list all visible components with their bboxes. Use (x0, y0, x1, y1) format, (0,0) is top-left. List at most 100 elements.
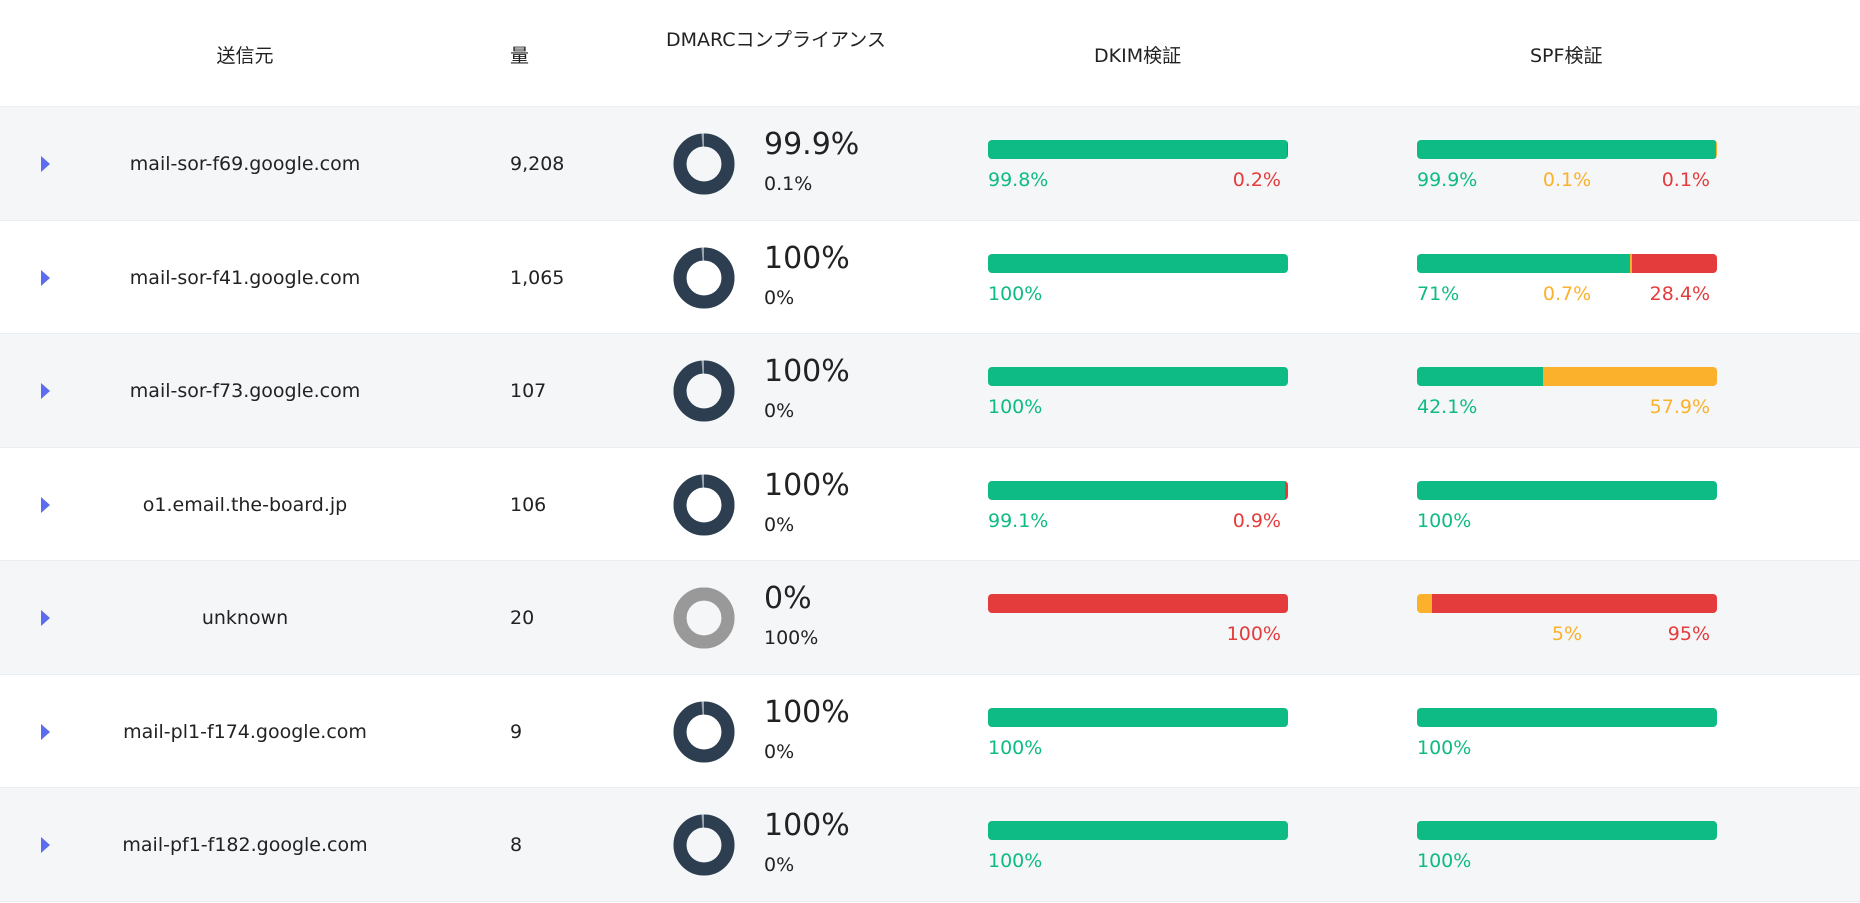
dmarc-noncompliance-percent: 0% (764, 513, 795, 536)
dkim-pass-label: 100% (988, 736, 1043, 759)
spf-pass-label: 100% (1417, 736, 1472, 759)
dkim-fail-segment (1285, 480, 1288, 500)
dmarc-noncompliance-percent: 0% (764, 400, 795, 422)
sender-name: mail-pf1-f182.google.com (122, 834, 368, 856)
spf-warn-segment (1417, 594, 1432, 613)
spf-bar (1417, 594, 1717, 613)
sender-name: mail-sor-f41.google.com (129, 266, 361, 289)
expand-chevron-icon[interactable] (41, 383, 50, 399)
spf-warn-segment (1630, 253, 1633, 273)
dkim-pass-label: 99.8% (988, 169, 1049, 191)
dmarc-compliance-percent: 100% (764, 694, 850, 730)
column-header-spf[interactable]: SPF検証 (1530, 45, 1603, 67)
sender-name: mail-sor-f73.google.com (129, 380, 361, 402)
dkim-bar (988, 367, 1288, 386)
sender-name: unknown (201, 607, 289, 629)
table-header: 送信元 量 DMARCコンプライアンス DKIM検証 SPF検証 (0, 0, 1860, 107)
dkim-fail-label: 0.9% (1232, 509, 1281, 532)
dkim-bar (988, 594, 1288, 613)
dmarc-compliance-percent: 100% (764, 467, 850, 503)
expand-chevron-icon[interactable] (41, 837, 50, 853)
dkim-bar (988, 140, 1288, 159)
spf-pass-label: 100% (1417, 509, 1472, 532)
donut-fill (673, 474, 735, 535)
message-volume: 106 (510, 493, 547, 516)
spf-pass-label: 99.9% (1417, 169, 1478, 191)
table-row[interactable]: mail-pl1-f174.google.com 9 100% 0% 100% … (0, 675, 1860, 788)
donut-fill (673, 247, 735, 308)
dkim-fail-segment (1287, 140, 1288, 159)
table-row[interactable]: mail-sor-f73.google.com 107 100% 0% 100%… (0, 334, 1860, 448)
spf-pass-label: 100% (1417, 850, 1472, 872)
spf-bar (1417, 707, 1717, 727)
sender-name: mail-sor-f69.google.com (129, 153, 361, 175)
expand-chevron-icon[interactable] (41, 610, 50, 626)
column-header-sender[interactable]: 送信元 (216, 45, 274, 67)
dkim-bar (988, 480, 1288, 500)
dkim-pass-label: 99.1% (988, 509, 1049, 532)
dkim-fail-segment (988, 594, 1288, 613)
table-row[interactable]: o1.email.the-board.jp 106 100% 0% 99.1% … (0, 448, 1860, 561)
spf-bar (1417, 253, 1717, 273)
dkim-bar (988, 821, 1288, 840)
table-row[interactable]: unknown 20 0% 100% 100% 5% 95% (0, 561, 1860, 675)
dmarc-compliance-percent: 100% (764, 808, 850, 843)
spf-warn-label: 5% (1551, 623, 1583, 645)
dkim-pass-label: 100% (988, 282, 1043, 305)
column-header-dmarc[interactable]: DMARCコンプライアンス (666, 29, 886, 51)
message-volume: 1,065 (510, 266, 565, 289)
message-volume: 9,208 (510, 153, 565, 175)
dkim-fail-label: 0.2% (1232, 169, 1281, 191)
expand-chevron-icon[interactable] (41, 156, 50, 172)
dmarc-donut-chart (673, 360, 735, 422)
donut-fill (673, 133, 735, 195)
dkim-pass-segment (988, 821, 1288, 840)
sender-name: mail-pl1-f174.google.com (123, 720, 367, 743)
dkim-bar (988, 253, 1288, 273)
dkim-pass-segment (988, 480, 1286, 500)
dmarc-donut-chart (673, 474, 735, 535)
dmarc-donut-chart (673, 701, 735, 762)
expand-chevron-icon[interactable] (41, 723, 50, 740)
donut-fill (673, 360, 735, 422)
table-row[interactable]: mail-sor-f41.google.com 1,065 100% 0% 10… (0, 221, 1860, 334)
dmarc-donut-chart (673, 587, 735, 649)
message-volume: 20 (510, 607, 535, 629)
donut-fill (673, 814, 735, 876)
expand-chevron-icon[interactable] (41, 269, 50, 286)
spf-bar (1417, 367, 1717, 386)
spf-fail-label: 28.4% (1649, 282, 1710, 305)
dkim-pass-label: 100% (988, 396, 1043, 418)
message-volume: 8 (510, 834, 523, 856)
spf-pass-segment (1417, 140, 1717, 159)
dkim-pass-segment (988, 253, 1288, 273)
dmarc-noncompliance-percent: 0.1% (764, 173, 813, 195)
dkim-pass-label: 100% (988, 850, 1043, 872)
expand-chevron-icon[interactable] (41, 496, 50, 513)
donut-fill (673, 587, 735, 649)
dmarc-donut-chart (673, 814, 735, 876)
donut-fill (673, 701, 735, 762)
table-row[interactable]: mail-pf1-f182.google.com 8 100% 0% 100% … (0, 788, 1860, 902)
dmarc-donut-chart (673, 247, 735, 308)
dmarc-compliance-percent: 0% (764, 581, 812, 616)
spf-bar (1417, 821, 1717, 840)
dmarc-noncompliance-percent: 0% (764, 286, 795, 309)
dmarc-donut-chart (673, 133, 735, 195)
dkim-bar (988, 707, 1288, 727)
column-header-dkim[interactable]: DKIM検証 (1094, 45, 1182, 67)
column-header-volume[interactable]: 量 (510, 45, 530, 67)
dkim-pass-segment (988, 707, 1288, 727)
dmarc-compliance-percent: 100% (764, 354, 850, 389)
spf-warn-segment (1543, 367, 1717, 386)
spf-pass-segment (1417, 367, 1544, 386)
spf-fail-segment (1632, 253, 1717, 273)
dkim-pass-segment (988, 140, 1288, 159)
spf-warn-label: 0.7% (1542, 282, 1592, 305)
dmarc-compliance-percent: 99.9% (764, 127, 860, 162)
table-row[interactable]: mail-sor-f69.google.com 9,208 99.9% 0.1%… (0, 107, 1860, 221)
dmarc-noncompliance-percent: 0% (764, 740, 795, 763)
spf-bar (1417, 140, 1717, 159)
spf-fail-label: 0.1% (1661, 169, 1710, 191)
